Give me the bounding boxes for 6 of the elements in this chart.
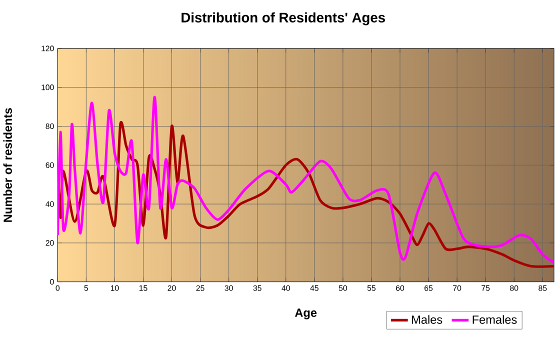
line-series (58, 96, 554, 264)
legend-label: Females (472, 315, 517, 324)
legend-label: Males (412, 315, 442, 324)
chart-title: Distribution of Residents' Ages (182, 12, 385, 26)
y-axis-title: Number of residents (3, 108, 12, 222)
x-axis-title: Age (294, 308, 317, 320)
